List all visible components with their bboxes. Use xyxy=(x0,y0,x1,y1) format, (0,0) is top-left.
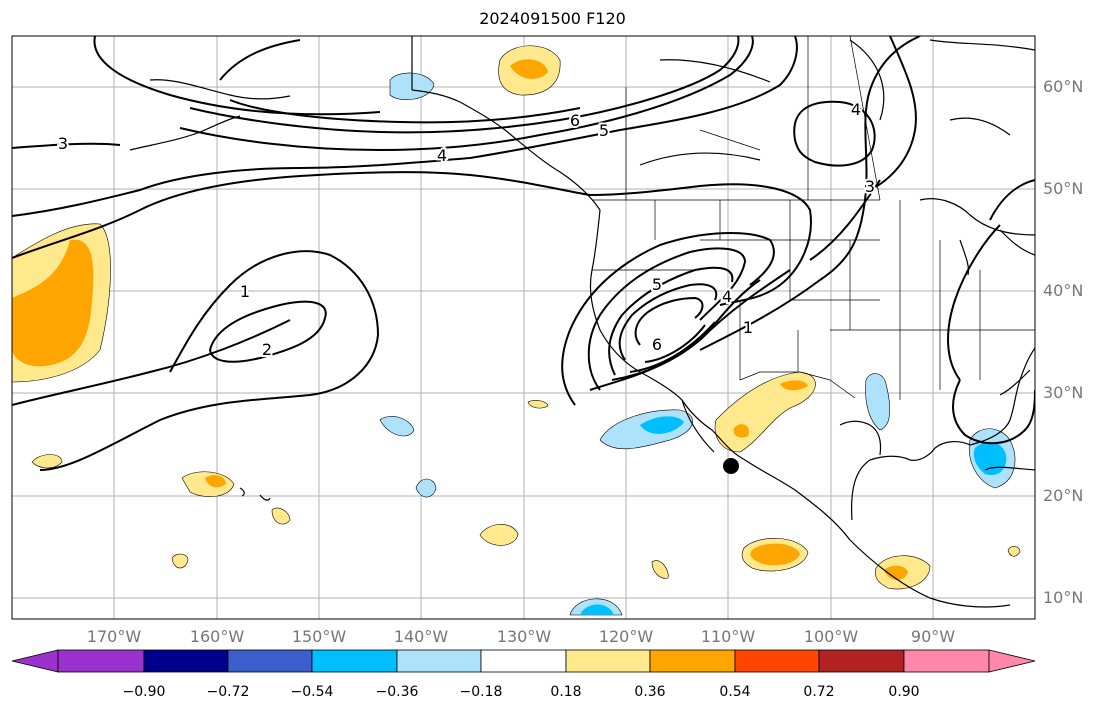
lon-label: 140°W xyxy=(393,627,449,646)
fill-positive-alaska-core xyxy=(510,59,548,79)
colorbar-bin xyxy=(396,649,482,673)
anomaly-fills xyxy=(12,45,1021,616)
colorbar-tick-label: −0.90 xyxy=(122,684,166,700)
fill-negative-texas xyxy=(865,373,891,431)
contour-label: 1 xyxy=(743,318,753,337)
fill-positive-s1 xyxy=(479,524,519,546)
lon-label: 160°W xyxy=(189,627,245,646)
contour-label-group: 3 6 5 4 4 3 1 2 5 6 4 1 xyxy=(56,98,877,361)
graticule xyxy=(12,36,1035,619)
colorbar-bin xyxy=(818,649,905,673)
map-frame xyxy=(11,35,1036,620)
lat-label: 30°N xyxy=(1043,383,1084,402)
colorbar-tick-label: −0.36 xyxy=(375,684,419,700)
fill-negative-baja-core xyxy=(640,416,684,434)
lon-label: 100°W xyxy=(803,627,859,646)
colorbar-bin xyxy=(734,649,820,673)
colorbar-bin xyxy=(311,649,398,673)
colorbar-tick-label: 0.90 xyxy=(888,684,920,700)
colorbar-max-extension xyxy=(988,649,1036,673)
contour-label: 4 xyxy=(851,100,861,119)
contour-label: 4 xyxy=(437,146,447,165)
fill-positive-tiny4 xyxy=(527,400,549,409)
colorbar-tick-label: −0.72 xyxy=(206,684,250,700)
fill-negative-bottom-core xyxy=(580,604,614,615)
lon-label: 150°W xyxy=(291,627,347,646)
colorbar-bin xyxy=(480,649,567,673)
fill-positive-hawaii xyxy=(181,471,235,497)
contour-lines xyxy=(12,36,1035,471)
colorbar-bin xyxy=(649,649,736,673)
colorbar-tick-label: 0.72 xyxy=(803,684,835,700)
colorbar-tick-label: 0.36 xyxy=(634,684,666,700)
contour-label: 3 xyxy=(865,177,875,196)
colorbar-bin xyxy=(143,649,229,673)
lat-label: 40°N xyxy=(1043,281,1084,300)
fill-positive-mexico-core2 xyxy=(733,424,749,438)
lon-label: 120°W xyxy=(598,627,654,646)
colorbar-bin xyxy=(903,649,990,673)
fill-positive-w-small xyxy=(31,454,63,469)
lat-label: 60°N xyxy=(1043,77,1084,96)
fill-negative-hawaii-ne xyxy=(379,416,415,437)
contour-label: 5 xyxy=(599,121,609,140)
colorbar-bin xyxy=(565,649,651,673)
lon-label: 170°W xyxy=(86,627,142,646)
fill-positive-tiny2 xyxy=(271,507,291,525)
fill-positive-hawaii-core xyxy=(205,475,226,488)
fill-positive-tiny1 xyxy=(171,553,189,569)
contour-label: 1 xyxy=(240,282,250,301)
colorbar-tick-label: 0.54 xyxy=(719,684,751,700)
political-borders xyxy=(592,36,1035,400)
map-title: 2024091500 F120 xyxy=(479,9,626,28)
colorbar xyxy=(11,649,1036,673)
lon-label: 130°W xyxy=(496,627,552,646)
storm-center-marker xyxy=(723,458,739,474)
lat-label: 50°N xyxy=(1043,179,1084,198)
lat-label: 10°N xyxy=(1043,588,1084,607)
fill-positive-tiny3 xyxy=(651,560,669,579)
contour-label: 6 xyxy=(652,335,662,354)
colorbar-min-extension xyxy=(11,649,59,673)
colorbar-tick-label: −0.18 xyxy=(459,684,503,700)
fill-positive-mexico-core xyxy=(780,380,808,391)
lat-label: 20°N xyxy=(1043,486,1084,505)
lon-label: 90°W xyxy=(910,627,956,646)
fill-positive-s2-core xyxy=(750,543,800,566)
fill-positive-west-core xyxy=(12,239,94,367)
contour-label: 5 xyxy=(652,275,662,294)
fill-positive-tiny5 xyxy=(1007,546,1021,557)
colorbar-tick-label: 0.18 xyxy=(550,684,582,700)
colorbar-bin xyxy=(57,649,145,673)
colorbar-bin xyxy=(227,649,313,673)
contour-label: 6 xyxy=(570,111,580,130)
lon-label: 110°W xyxy=(700,627,756,646)
contour-label: 4 xyxy=(722,287,732,306)
contour-label: 3 xyxy=(58,134,68,153)
fill-positive-s3-core xyxy=(884,565,908,580)
colorbar-tick-label: −0.54 xyxy=(290,684,334,700)
fill-negative-south1 xyxy=(415,478,437,498)
contour-label: 2 xyxy=(262,340,272,359)
